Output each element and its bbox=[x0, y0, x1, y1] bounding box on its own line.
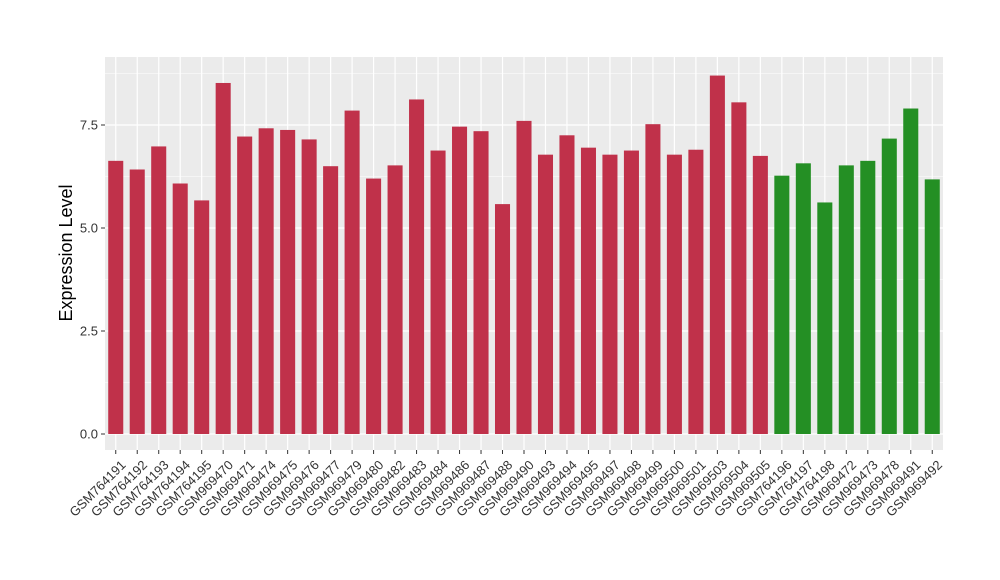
y-tick-label: 0.0 bbox=[80, 427, 98, 442]
bar-gsm969494 bbox=[559, 135, 575, 435]
bar-gsm969477 bbox=[323, 166, 339, 434]
bar-gsm969478 bbox=[881, 138, 897, 434]
bar-gsm969488 bbox=[494, 204, 511, 434]
bar-gsm969501 bbox=[688, 149, 704, 434]
bar-gsm764192 bbox=[129, 169, 145, 434]
bar-gsm969495 bbox=[580, 147, 596, 434]
bar-gsm969487 bbox=[473, 131, 489, 434]
bar-gsm969470 bbox=[215, 82, 231, 434]
bar-gsm969482 bbox=[387, 165, 403, 434]
bar-gsm969504 bbox=[731, 102, 747, 434]
bar-gsm969472 bbox=[838, 165, 854, 434]
bar-gsm764193 bbox=[151, 146, 167, 434]
bar-gsm969490 bbox=[516, 120, 532, 434]
x-axis: GSM764191GSM764192GSM764193GSM764194GSM7… bbox=[66, 450, 945, 520]
y-tick-label: 5.0 bbox=[80, 221, 98, 236]
bar-gsm969497 bbox=[602, 154, 618, 434]
y-axis-label: Expression Level bbox=[56, 184, 76, 321]
y-tick-label: 7.5 bbox=[80, 118, 98, 133]
bar-gsm969474 bbox=[258, 128, 274, 434]
y-tick-label: 2.5 bbox=[80, 324, 98, 339]
bar-gsm969476 bbox=[301, 139, 317, 435]
bar-gsm969471 bbox=[237, 136, 253, 434]
bar-gsm969484 bbox=[430, 150, 446, 434]
bar-gsm969503 bbox=[709, 75, 725, 434]
bar-gsm969473 bbox=[860, 160, 876, 434]
bar-gsm969492 bbox=[924, 179, 940, 434]
bar-gsm969486 bbox=[452, 126, 468, 434]
bar-gsm764195 bbox=[194, 200, 210, 434]
bar-gsm969505 bbox=[752, 155, 768, 434]
bar-gsm969479 bbox=[344, 110, 360, 434]
bars bbox=[108, 75, 940, 435]
y-axis: 0.0 2.5 5.0 7.5 bbox=[80, 118, 105, 442]
bar-gsm764194 bbox=[172, 183, 188, 434]
bar-gsm969483 bbox=[409, 99, 425, 435]
bar-gsm969493 bbox=[537, 154, 554, 434]
bar-gsm969475 bbox=[280, 129, 296, 434]
bar-gsm969480 bbox=[366, 178, 382, 434]
bar-gsm969499 bbox=[645, 124, 661, 435]
bar-gsm764191 bbox=[108, 160, 124, 434]
bar-gsm969491 bbox=[903, 108, 919, 435]
bar-gsm969498 bbox=[623, 150, 639, 434]
bar-gsm764196 bbox=[774, 175, 790, 434]
bar-gsm764197 bbox=[795, 163, 811, 435]
bar-gsm969500 bbox=[666, 154, 682, 434]
bar-gsm764198 bbox=[817, 202, 833, 434]
